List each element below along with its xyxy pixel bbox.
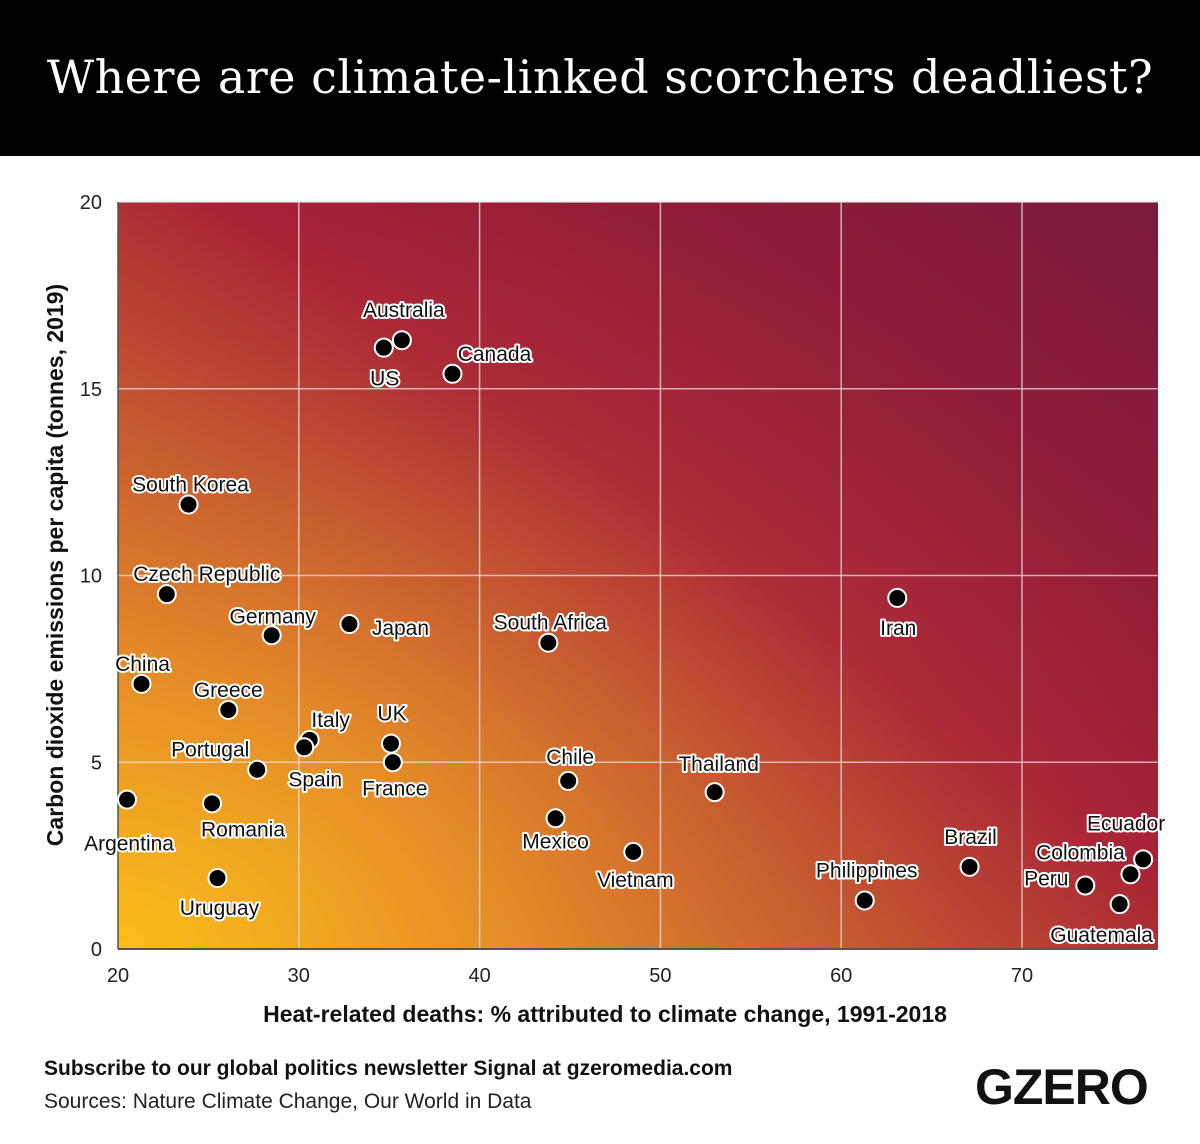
data-point xyxy=(1109,894,1130,915)
data-point xyxy=(339,614,360,635)
header-bar: Where are climate-linked scorchers deadl… xyxy=(0,0,1200,156)
data-point xyxy=(1133,849,1154,870)
y-tick-label: 10 xyxy=(80,566,102,588)
data-point xyxy=(382,752,403,773)
y-axis-label: Carbon dioxide emissions per capita (ton… xyxy=(42,284,68,846)
x-tick-label: 20 xyxy=(107,965,129,987)
data-point xyxy=(156,584,177,605)
point-label: Japan xyxy=(372,617,429,640)
y-tick-label: 15 xyxy=(80,379,102,401)
data-point xyxy=(538,632,559,653)
x-tick-label: 70 xyxy=(1011,965,1033,987)
y-tick-label: 0 xyxy=(91,939,102,961)
point-label: Romania xyxy=(201,818,285,841)
data-point xyxy=(261,625,282,646)
point-label: Philippines xyxy=(816,859,918,882)
data-point xyxy=(959,856,980,877)
point-label: Germany xyxy=(230,605,317,628)
sources-note: Sources: Nature Climate Change, Our Worl… xyxy=(44,1090,532,1113)
point-label: Canada xyxy=(458,343,532,366)
point-label: Thailand xyxy=(678,753,759,776)
point-label: Italy xyxy=(311,709,350,732)
x-tick-label: 40 xyxy=(468,965,490,987)
point-label: Australia xyxy=(363,299,445,322)
data-point xyxy=(131,673,152,694)
point-label: Czech Republic xyxy=(133,563,280,586)
point-label: Chile xyxy=(546,746,594,769)
data-point xyxy=(442,363,463,384)
data-point xyxy=(545,808,566,829)
data-point xyxy=(887,587,908,608)
data-point xyxy=(218,699,239,720)
data-point xyxy=(202,793,223,814)
x-tick-label: 50 xyxy=(649,965,671,987)
point-label: Uruguay xyxy=(180,897,260,920)
data-point xyxy=(373,337,394,358)
subscribe-note: Subscribe to our global politics newslet… xyxy=(44,1057,733,1080)
data-point xyxy=(391,330,412,351)
data-point xyxy=(117,789,138,810)
scatter-chart: 20 30 40 50 60 70 0 5 10 15 20 Australia US Canada So… xyxy=(42,192,1167,1027)
y-tick-label: 5 xyxy=(91,752,102,774)
gzero-logo: GZERO xyxy=(975,1059,1149,1115)
data-point xyxy=(247,759,268,780)
data-point xyxy=(623,841,644,862)
point-label: South Korea xyxy=(132,474,249,497)
point-label: UK xyxy=(377,703,406,726)
point-label: Greece xyxy=(194,679,263,702)
x-tick-label: 60 xyxy=(830,965,852,987)
chart-title: Where are climate-linked scorchers deadl… xyxy=(46,50,1154,104)
point-label: China xyxy=(115,653,170,676)
point-label: Vietnam xyxy=(597,869,674,892)
point-label: Spain xyxy=(288,768,342,791)
point-label: South Africa xyxy=(494,612,608,635)
point-label: Iran xyxy=(880,617,916,640)
point-label: Guatemala xyxy=(1050,924,1153,947)
x-axis-label: Heat-related deaths: % attributed to cli… xyxy=(263,1001,947,1027)
point-label: Argentina xyxy=(84,833,174,856)
data-point xyxy=(558,770,579,791)
x-tick-label: 30 xyxy=(288,965,310,987)
point-label: Colombia xyxy=(1036,841,1125,864)
point-label: France xyxy=(362,777,427,800)
data-point xyxy=(294,737,315,758)
data-point xyxy=(178,494,199,515)
data-point xyxy=(381,733,402,754)
point-label: Ecuador xyxy=(1087,812,1165,835)
data-point xyxy=(1120,864,1141,885)
y-tick-label: 20 xyxy=(80,192,102,214)
point-label: US xyxy=(370,368,399,391)
point-label: Peru xyxy=(1024,868,1068,891)
point-label: Brazil xyxy=(944,826,997,849)
data-point xyxy=(207,868,228,889)
data-point xyxy=(1075,875,1096,896)
point-label: Mexico xyxy=(522,830,589,853)
data-point xyxy=(704,782,725,803)
point-label: Portugal xyxy=(171,739,249,762)
data-point xyxy=(854,890,875,911)
